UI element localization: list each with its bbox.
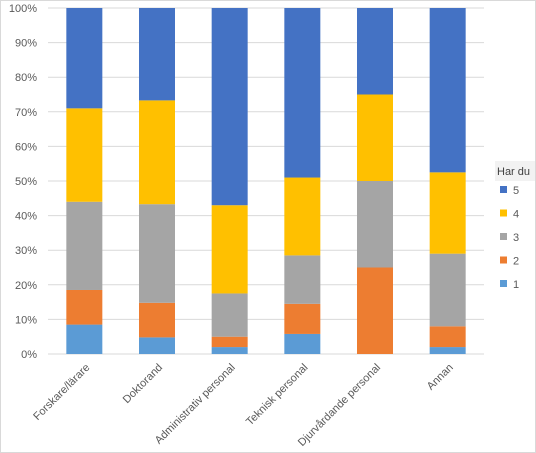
y-tick-label: 30% [15, 245, 37, 257]
x-category-label: Teknisk personal [244, 362, 310, 428]
y-tick-label: 60% [15, 141, 37, 153]
y-tick-label: 70% [15, 107, 37, 119]
bar-segment-3 [139, 204, 175, 303]
y-tick-label: 20% [15, 280, 37, 292]
y-tick-label: 90% [15, 38, 37, 50]
bar-segment-2 [429, 326, 466, 348]
bar-segment-1 [211, 347, 248, 354]
bar-segment-4 [139, 100, 175, 205]
bar-segment-2 [211, 336, 248, 348]
bar-segment-2 [139, 302, 175, 338]
legend-label: 1 [513, 279, 519, 291]
bar-segment-5 [66, 8, 103, 109]
bar-segment-3 [284, 255, 321, 304]
bar-segment-3 [429, 253, 466, 327]
bar-segment-2 [357, 267, 393, 354]
bar-segment-1 [429, 347, 466, 354]
bar-segment-5 [139, 8, 175, 101]
y-tick-label: 0% [21, 349, 37, 361]
bar-segment-2 [284, 303, 321, 334]
y-axis-ticks: 0% 10% 20% 30% 40% 50% 60% 70% 80% 90% 100% [9, 3, 37, 361]
y-tick-label: 50% [15, 176, 37, 188]
bar-segment-4 [211, 205, 248, 294]
legend-swatch-2 [500, 256, 507, 264]
legend-swatch-4 [500, 209, 507, 217]
x-category-label: Djurvårdande personal [296, 362, 383, 449]
y-tick-label: 80% [15, 72, 37, 84]
bar-segment-2 [66, 289, 103, 325]
legend-title: Har du [497, 166, 530, 178]
legend-swatch-5 [500, 186, 507, 193]
bar-segment-1 [139, 337, 175, 354]
y-tick-label: 10% [15, 314, 37, 326]
bar-segment-3 [66, 201, 103, 290]
bar-segment-4 [357, 94, 393, 181]
bar-segment-4 [66, 108, 103, 202]
y-tick-label: 40% [15, 211, 37, 223]
legend-label: 4 [513, 209, 519, 221]
bar-segment-5 [357, 8, 393, 95]
bar-segment-3 [211, 293, 248, 337]
legend-label: 2 [513, 256, 519, 268]
legend-label: 5 [513, 185, 519, 197]
bar-segment-5 [211, 8, 248, 206]
y-gridlines [48, 7, 484, 355]
bar-segment-4 [284, 177, 321, 256]
bar-segment-3 [357, 181, 393, 268]
legend: Har du 5 4 3 2 1 [495, 161, 535, 291]
x-category-label: Annan [425, 362, 456, 393]
bar-segment-4 [429, 172, 466, 254]
y-tick-label: 100% [9, 3, 37, 15]
bar-segment-1 [284, 333, 321, 354]
x-category-label: Administrativ personal [153, 362, 238, 447]
x-category-label: Doktorand [121, 362, 165, 406]
legend-title-box [495, 161, 535, 181]
legend-swatch-3 [500, 233, 507, 240]
x-category-label: Forskare/lärare [31, 362, 92, 423]
legend-label: 3 [513, 232, 519, 244]
bar-segment-5 [429, 8, 466, 173]
legend-swatch-1 [500, 280, 507, 287]
bar-segment-5 [284, 8, 321, 178]
bar-segment-1 [66, 324, 103, 354]
bars [66, 8, 466, 354]
